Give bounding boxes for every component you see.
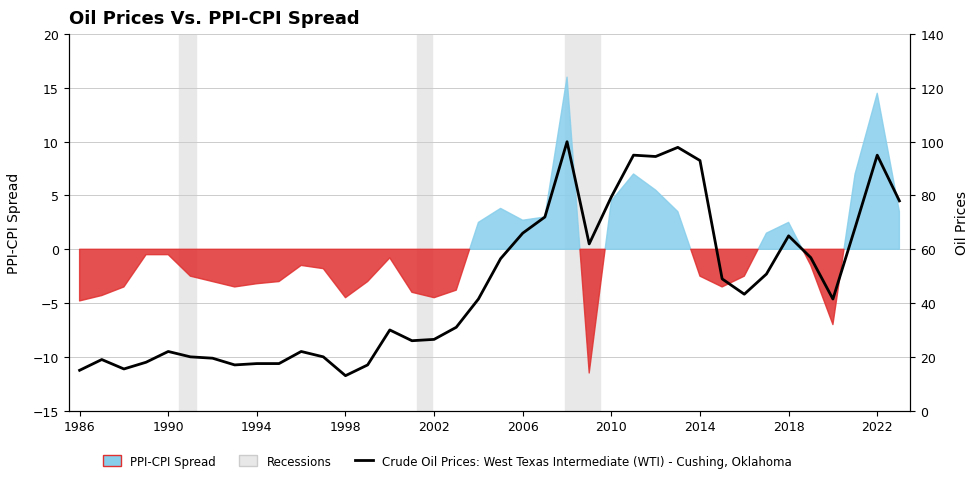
Bar	[179, 35, 196, 411]
Bar	[417, 35, 432, 411]
Y-axis label: PPI-CPI Spread: PPI-CPI Spread	[7, 172, 22, 274]
Legend: PPI-CPI Spread, Recessions, Crude Oil Prices: West Texas Intermediate (WTI) - Cu: PPI-CPI Spread, Recessions, Crude Oil Pr…	[98, 450, 796, 472]
Text: Oil Prices Vs. PPI-CPI Spread: Oil Prices Vs. PPI-CPI Spread	[68, 10, 359, 28]
Y-axis label: Oil Prices: Oil Prices	[955, 191, 968, 255]
Bar	[564, 35, 600, 411]
